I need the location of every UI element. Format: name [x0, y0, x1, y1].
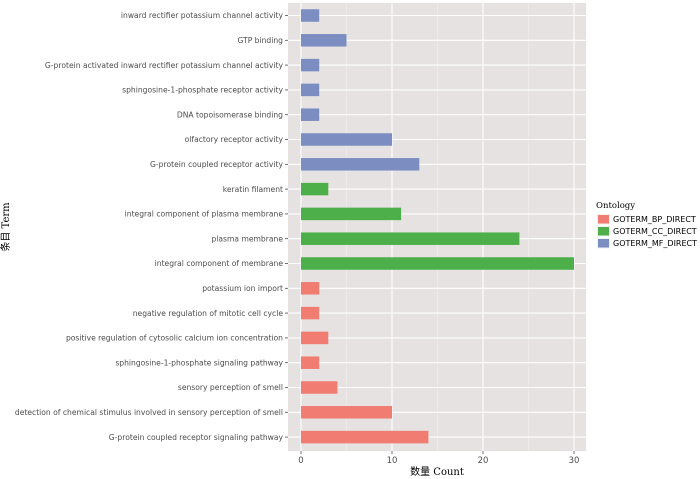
bar [301, 356, 320, 369]
category-label: DNA topoisomerase binding [177, 110, 283, 119]
category-label: sphingosine-1-phosphate receptor activit… [122, 86, 283, 95]
bar [301, 133, 392, 146]
category-label: olfactory receptor activity [185, 135, 284, 144]
bar [301, 83, 320, 97]
legend-label: GOTERM_MF_DIRECT [613, 239, 697, 248]
category-label: integral component of membrane [155, 259, 284, 268]
bar [301, 406, 392, 419]
category-label: inward rectifier potassium channel activ… [121, 11, 284, 20]
bar [301, 331, 329, 345]
category-label: integral component of plasma membrane [125, 210, 284, 219]
x-tick-label: 10 [387, 456, 398, 466]
bar [301, 257, 574, 270]
bar [301, 430, 429, 444]
legend-swatch [598, 239, 609, 248]
category-label: GTP binding [237, 36, 283, 45]
legend-title: Ontology [596, 201, 635, 211]
legend-swatch [598, 215, 609, 224]
bar [301, 232, 520, 245]
category-label: negative regulation of mitotic cell cycl… [133, 309, 284, 318]
bar [301, 182, 329, 196]
bar [301, 282, 320, 295]
category-labels: inward rectifier potassium channel activ… [15, 11, 288, 442]
bar [301, 158, 420, 171]
x-axis-title: 数量 Count [410, 465, 464, 478]
x-tick-label: 20 [478, 456, 489, 466]
bar [301, 207, 402, 221]
bar [301, 34, 347, 47]
legend-swatch [598, 227, 609, 236]
plot-panel [288, 3, 586, 451]
category-label: sphingosine-1-phosphate signaling pathwa… [115, 358, 283, 367]
bar [301, 9, 320, 22]
y-axis-title: 条目 Term [0, 202, 12, 252]
legend-label: GOTERM_CC_DIRECT [613, 227, 697, 236]
category-label: plasma membrane [211, 234, 283, 243]
category-label: positive regulation of cytosolic calcium… [66, 334, 283, 343]
x-axis-ticks: 0 10 20 30 [298, 451, 579, 466]
bar [301, 108, 320, 121]
bar [301, 306, 320, 320]
category-label: G-protein coupled receptor activity [150, 160, 283, 169]
legend: Ontology GOTERM_BP_DIRECT GOTERM_CC_DIREC… [596, 201, 697, 249]
category-label: keratin filament [223, 185, 283, 194]
category-label: G-protein activated inward rectifier pot… [45, 61, 284, 70]
category-label: G-protein coupled receptor signaling pat… [109, 433, 284, 442]
category-label: potassium ion import [202, 284, 283, 293]
legend-label: GOTERM_BP_DIRECT [613, 215, 696, 224]
x-tick-label: 30 [569, 456, 580, 466]
x-tick-label: 0 [298, 456, 303, 466]
category-label: detection of chemical stimulus involved … [15, 408, 283, 417]
bars [301, 9, 574, 444]
bar [301, 58, 320, 72]
category-label: sensory perception of smell [178, 383, 283, 392]
bar [301, 381, 338, 394]
